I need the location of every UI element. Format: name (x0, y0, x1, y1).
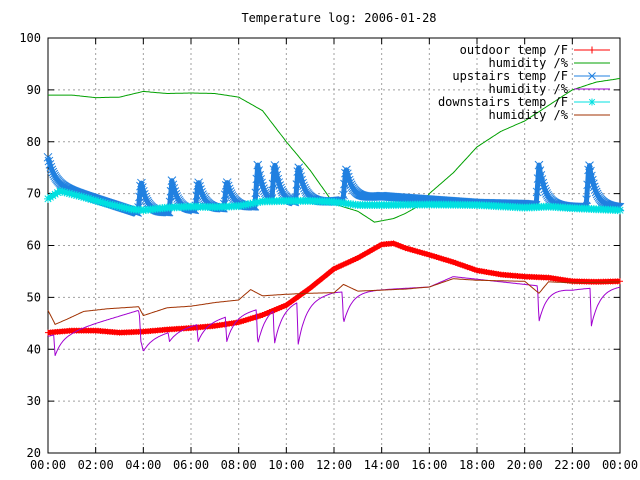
x-tick-label: 00:00 (30, 458, 66, 472)
axes: 20 30 40 50 60 70 80 90 100 00:00 02:00 04:00 06:00 0… (19, 31, 638, 472)
x-tick-label: 08:00 (221, 458, 257, 472)
x-tick-label: 02:00 (78, 458, 114, 472)
x-tick-label: 12:00 (316, 458, 352, 472)
y-tick-label: 30 (27, 394, 41, 408)
legend-label: humidity /% (489, 82, 569, 96)
legend-marker (588, 46, 596, 54)
y-tick-label: 40 (27, 342, 41, 356)
legend-label: upstairs temp /F (452, 69, 568, 83)
y-tick-label: 60 (27, 239, 41, 253)
legend-label: humidity /% (489, 56, 569, 70)
x-tick-label: 10:00 (268, 458, 304, 472)
legend-label: downstairs temp /F (438, 95, 568, 109)
y-tick-label: 70 (27, 187, 41, 201)
plot-border (47, 37, 621, 454)
legend-label: outdoor temp /F (460, 43, 568, 57)
x-tick-label: 04:00 (125, 458, 161, 472)
x-tick-label: 20:00 (507, 458, 543, 472)
legend-marker (588, 72, 596, 80)
y-tick-label: 100 (19, 31, 41, 45)
series-markers (44, 187, 624, 215)
grid (48, 38, 620, 453)
x-tick-label: 06:00 (173, 458, 209, 472)
x-tick-label: 00:00 (602, 458, 638, 472)
y-tick-label: 20 (27, 446, 41, 460)
x-tick-label: 14:00 (364, 458, 400, 472)
x-tick-label: 18:00 (459, 458, 495, 472)
y-tick-label: 50 (27, 290, 41, 304)
series-line (47, 278, 620, 325)
legend-marker (588, 98, 596, 106)
series-layer (43, 78, 625, 356)
legend-label: humidity /% (489, 108, 569, 122)
x-tick-label: 16:00 (411, 458, 447, 472)
chart-title: Temperature log: 2006-01-28 (241, 11, 436, 25)
series-4 (44, 187, 624, 215)
series-5 (47, 278, 620, 325)
x-tick-label: 22:00 (554, 458, 590, 472)
y-tick-label: 80 (27, 135, 41, 149)
y-tick-label: 90 (27, 83, 41, 97)
